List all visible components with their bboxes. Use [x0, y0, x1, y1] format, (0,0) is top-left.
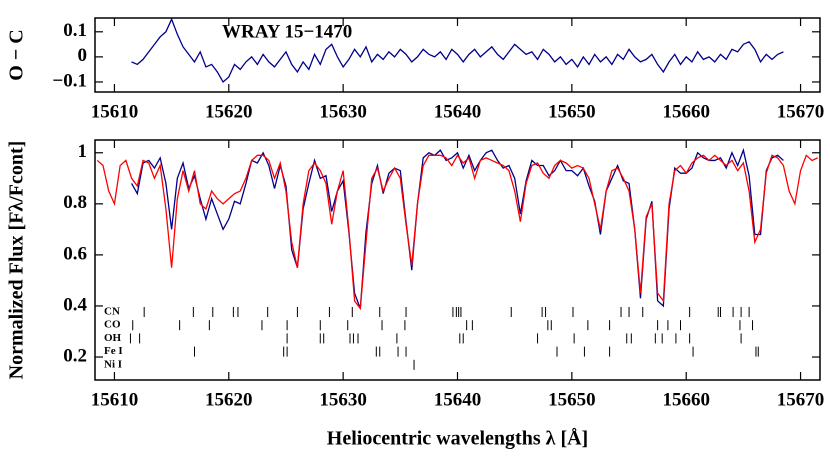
x-axis-label: Heliocentric wavelengths λ [Å] — [327, 427, 588, 450]
x-tick-label: 15640 — [434, 389, 482, 410]
y-tick-label: 0.4 — [63, 294, 87, 315]
y-axis-label: O − C — [6, 29, 28, 80]
x-tick-label: 15640 — [434, 101, 482, 122]
line-list-label: CO — [104, 319, 121, 331]
y-axis-label: Normalized Flux [Fλ/Fcont] — [6, 141, 28, 380]
x-tick-label: 15660 — [662, 389, 710, 410]
line-list-label: CN — [104, 306, 120, 318]
annotation: WRAY 15−1470 — [222, 21, 352, 42]
line-list-label: OH — [104, 332, 122, 344]
x-tick-label: 15620 — [205, 389, 253, 410]
plot-frame — [94, 139, 821, 381]
y-tick-label: 0.8 — [63, 192, 87, 213]
y-tick-label: 0.1 — [63, 20, 87, 41]
spectrum-line — [131, 18, 784, 83]
spectrum-line — [131, 147, 784, 309]
x-tick-label: 15610 — [91, 101, 139, 122]
y-tick-label: 0.6 — [63, 243, 87, 264]
y-tick-label: −0.1 — [52, 70, 87, 91]
y-tick-label: 0 — [78, 45, 88, 66]
y-tick-label: 1 — [78, 141, 88, 162]
x-tick-label: 15620 — [205, 101, 253, 122]
line-list-label: Fe I — [104, 345, 123, 357]
x-tick-label: 15650 — [548, 101, 596, 122]
x-tick-label: 15670 — [777, 389, 825, 410]
x-tick-label: 15610 — [91, 389, 139, 410]
x-tick-label: 15630 — [319, 101, 367, 122]
x-tick-label: 15670 — [777, 101, 825, 122]
x-tick-label: 15660 — [662, 101, 710, 122]
spectrum-line — [96, 154, 818, 311]
line-list-label: Ni I — [104, 358, 122, 370]
y-tick-label: 0.2 — [63, 345, 87, 366]
x-tick-label: 15650 — [548, 389, 596, 410]
x-tick-label: 15630 — [319, 389, 367, 410]
